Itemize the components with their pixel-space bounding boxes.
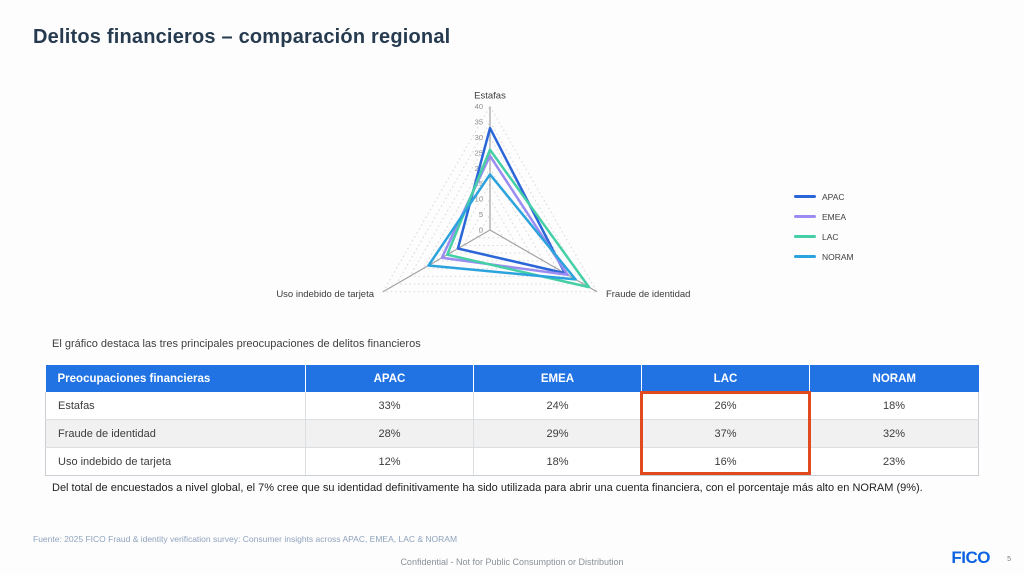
legend-item-emea: EMEA <box>794 211 854 222</box>
axis-tick-label: 0 <box>479 226 483 235</box>
table-cell: 16% <box>641 447 810 476</box>
grid-line <box>382 105 598 293</box>
axis-spoke <box>382 229 491 293</box>
table-cell: 18% <box>473 447 642 476</box>
legend-swatch <box>794 255 816 258</box>
legend-swatch <box>794 215 816 218</box>
series-lac <box>445 148 591 289</box>
fico-logo: FICO <box>951 548 990 567</box>
confidential-text: Confidential - Not for Public Consumptio… <box>400 557 624 567</box>
table-header-row: Preocupaciones financieras APAC EMEA LAC… <box>45 365 979 392</box>
chart-legend: APAC EMEA LAC NORAM <box>794 192 854 272</box>
table-cell: 18% <box>809 392 979 420</box>
axis-label-estafas: Estafas <box>474 91 506 102</box>
footnote-text: Del total de encuestados a nivel global,… <box>52 482 923 494</box>
radar-chart: 0 5 10 15 20 25 30 35 40 Estafas Fraude de identid… <box>230 84 750 304</box>
row-label: Fraude de identidad <box>45 419 306 448</box>
table-cell: 12% <box>305 447 474 476</box>
table-cell: 23% <box>809 447 979 476</box>
axis-tick-label: 15 <box>475 179 483 188</box>
table-header-cell: LAC <box>641 365 810 392</box>
source-text: Fuente: 2025 FICO Fraud & identity verif… <box>33 534 458 544</box>
legend-swatch <box>794 235 816 238</box>
axis-label-fraude: Fraude de identidad <box>606 289 691 300</box>
legend-label: LAC <box>822 231 839 242</box>
legend-item-noram: NORAM <box>794 251 854 262</box>
table-header-cell: APAC <box>305 365 474 392</box>
legend-label: APAC <box>822 191 845 202</box>
table-cell: 33% <box>305 392 474 420</box>
table-header-cell: EMEA <box>473 365 642 392</box>
axis-tick-label: 40 <box>475 102 483 111</box>
table-cell: 24% <box>473 392 642 420</box>
table-cell: 29% <box>473 419 642 448</box>
axis-label-uso: Uso indebido de tarjeta <box>276 289 374 300</box>
axis-tick-label: 35 <box>475 117 483 126</box>
row-label: Uso indebido de tarjeta <box>45 447 306 476</box>
table-row: Estafas 33% 24% 26% 18% <box>45 392 979 420</box>
axis-tick-label: 25 <box>475 148 483 157</box>
table-cell: 32% <box>809 419 979 448</box>
table-cell: 26% <box>641 392 810 420</box>
legend-label: NORAM <box>822 251 854 262</box>
axis-tick-label: 10 <box>475 195 483 204</box>
series-noram <box>427 173 577 281</box>
legend-item-apac: APAC <box>794 191 854 202</box>
table-cell: 37% <box>641 419 810 448</box>
table-row: Uso indebido de tarjeta 12% 18% 16% 23% <box>45 447 979 476</box>
grid-line <box>422 151 558 270</box>
legend-swatch <box>794 195 816 198</box>
table-row: Fraude de identidad 28% 29% 37% 32% <box>45 419 979 448</box>
axis-tick-label: 30 <box>475 133 483 142</box>
grid-line <box>408 136 572 277</box>
chart-caption: El gráfico destaca las tres principales … <box>52 338 421 350</box>
page-number: 5 <box>1007 556 1011 563</box>
legend-label: EMEA <box>822 211 847 222</box>
row-label: Estafas <box>45 392 306 420</box>
comparison-table: Preocupaciones financieras APAC EMEA LAC… <box>45 365 979 476</box>
table-header-cell: Preocupaciones financieras <box>45 365 306 392</box>
page-title: Delitos financieros – comparación region… <box>33 26 451 48</box>
axis-tick-label: 5 <box>479 210 483 219</box>
legend-item-lac: LAC <box>794 231 854 242</box>
table-header-cell: NORAM <box>809 365 979 392</box>
table-cell: 28% <box>305 419 474 448</box>
axis-spoke <box>489 229 598 293</box>
